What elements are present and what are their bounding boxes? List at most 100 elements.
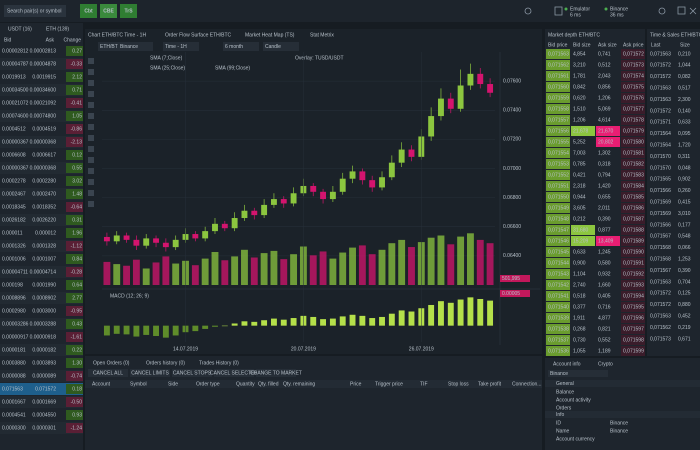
drawing-tool-icon[interactable] [88, 179, 94, 185]
depth-value: 0,071553 [548, 161, 569, 167]
layout-button-label[interactable]: Cbt [84, 8, 93, 14]
trade-size: 0,902 [678, 177, 691, 183]
depth-value: 0,071573 [623, 62, 644, 68]
indicator-legend: SMA (25;Close) [150, 65, 185, 71]
toolbar-value[interactable]: ETH/BTC [100, 44, 122, 50]
drawing-tool-icon[interactable] [88, 91, 94, 97]
volume-bar [280, 259, 288, 285]
toolbar-value[interactable]: Candle [265, 44, 281, 50]
layout-button[interactable] [80, 4, 97, 18]
change: 0.43 [72, 321, 82, 327]
depth-value: 0,071539 [548, 315, 569, 321]
account-search-value[interactable]: Binance [550, 371, 568, 377]
account-tab[interactable]: Crypto [598, 361, 613, 367]
orders-tab[interactable]: Orders history (0) [146, 360, 185, 366]
drawing-tool-icon[interactable] [88, 102, 94, 108]
drawing-tool-icon[interactable] [88, 201, 94, 207]
volume-bar [123, 265, 131, 285]
chart-tab[interactable]: Stat Metrix [310, 32, 334, 38]
toolbar-field[interactable] [98, 42, 134, 51]
ask-price-cell [621, 60, 645, 70]
depth-value: 0,071585 [623, 194, 644, 200]
connection-name[interactable]: Binance [610, 6, 628, 12]
toolbar-value[interactable]: 6 month [225, 44, 243, 50]
drawing-tool-icon[interactable] [88, 80, 94, 86]
toolbar-field[interactable] [223, 42, 259, 51]
chart-tab[interactable]: Order Flow Surface ETH/BTC [165, 32, 232, 38]
trade-size: 0,095 [678, 131, 691, 137]
change: -0.95 [71, 308, 83, 314]
account-item[interactable]: Balance [556, 389, 574, 395]
order-button-label[interactable]: CANCEL SELECTED [210, 370, 258, 376]
drawing-tool-icon[interactable] [88, 168, 94, 174]
toolbar-value[interactable]: Binance [120, 44, 138, 50]
drawing-tool-icon[interactable] [88, 124, 94, 130]
depth-value: 2,011 [598, 205, 610, 211]
drawing-tool-icon[interactable] [88, 69, 94, 75]
candle-body [241, 210, 248, 219]
drawing-tool-icon[interactable] [88, 146, 94, 152]
order-button-label[interactable]: CANCEL ALL [93, 370, 123, 376]
account-item[interactable]: Account activity [556, 397, 591, 403]
order-button[interactable] [214, 369, 254, 377]
depth-value: 0,071596 [623, 315, 644, 321]
chart-tab[interactable]: Chart ETH/BTC Time - 1H [88, 32, 146, 38]
order-button-label[interactable]: CANCEL LIMITS [131, 370, 169, 376]
trade-size: 0,140 [678, 108, 691, 114]
ask: 0.0004550 [32, 412, 56, 418]
macd-bar [329, 318, 336, 326]
toolbar-field[interactable] [118, 42, 153, 51]
candle-body [339, 178, 346, 192]
candle-body [477, 73, 484, 85]
drawing-tool-icon[interactable] [88, 135, 94, 141]
layout-button[interactable] [120, 4, 137, 18]
row-stripe [0, 188, 83, 200]
volume-bar [398, 239, 406, 285]
order-button[interactable] [88, 369, 128, 377]
selected-row[interactable] [0, 383, 83, 395]
drawing-tool-icon[interactable] [88, 113, 94, 119]
orders-column: Trigger price [375, 381, 403, 387]
macd-bar [349, 314, 356, 326]
account-item[interactable]: Orders [556, 405, 572, 411]
account-search[interactable] [548, 370, 608, 377]
depth-value: 0,655 [598, 194, 611, 200]
order-button[interactable] [256, 369, 296, 377]
change: 2.77 [72, 295, 82, 301]
drawing-tool-icon[interactable] [88, 190, 94, 196]
orders-tab[interactable]: Trades History (0) [199, 360, 239, 366]
search-box[interactable] [4, 5, 66, 17]
bid: 0.00003286 [2, 321, 29, 327]
toolbar-field[interactable] [263, 42, 299, 51]
ask-price-cell [621, 93, 645, 103]
connection-name[interactable]: Emulator [570, 6, 590, 12]
change-cell [66, 150, 83, 160]
drawing-tool-icon[interactable] [88, 157, 94, 163]
drawing-tool-icon[interactable] [88, 58, 94, 64]
ask: 0.0008902 [32, 295, 56, 301]
change-cell [66, 72, 83, 82]
toolbar-value[interactable]: Time - 1H [165, 44, 187, 50]
chart-tab[interactable]: Market Heat Map (TS) [245, 32, 295, 38]
trade-price: 0,071563 [650, 86, 671, 92]
change: 0.64 [72, 282, 82, 288]
depth-value: 0,071548 [548, 216, 569, 222]
order-button-label[interactable]: CANCEL STOPS [173, 370, 212, 376]
layout-button-label[interactable]: CBE [103, 8, 114, 14]
layout-button[interactable] [100, 4, 117, 18]
toolbar-field[interactable] [163, 42, 199, 51]
watchlist-tab[interactable]: USDT (16) [8, 26, 32, 32]
account-tab[interactable]: Account info [553, 361, 581, 367]
order-button[interactable] [172, 369, 212, 377]
orders-tab[interactable]: Open Orders (0) [93, 360, 130, 366]
layout-button-label[interactable]: TrS [124, 8, 133, 14]
depth-value: 0,071547 [548, 227, 569, 233]
order-button[interactable] [130, 369, 170, 377]
macd-bar [369, 318, 376, 326]
watchlist-tab[interactable]: ETH (139) [46, 26, 69, 32]
search-placeholder[interactable]: Search pair(s) or symbol [7, 8, 61, 14]
orders-column: Order type [196, 381, 220, 387]
order-button-label[interactable]: CHANGE TO MARKET [250, 370, 302, 376]
ask-price-cell [621, 115, 645, 125]
depth-value: 0,071588 [623, 227, 644, 233]
